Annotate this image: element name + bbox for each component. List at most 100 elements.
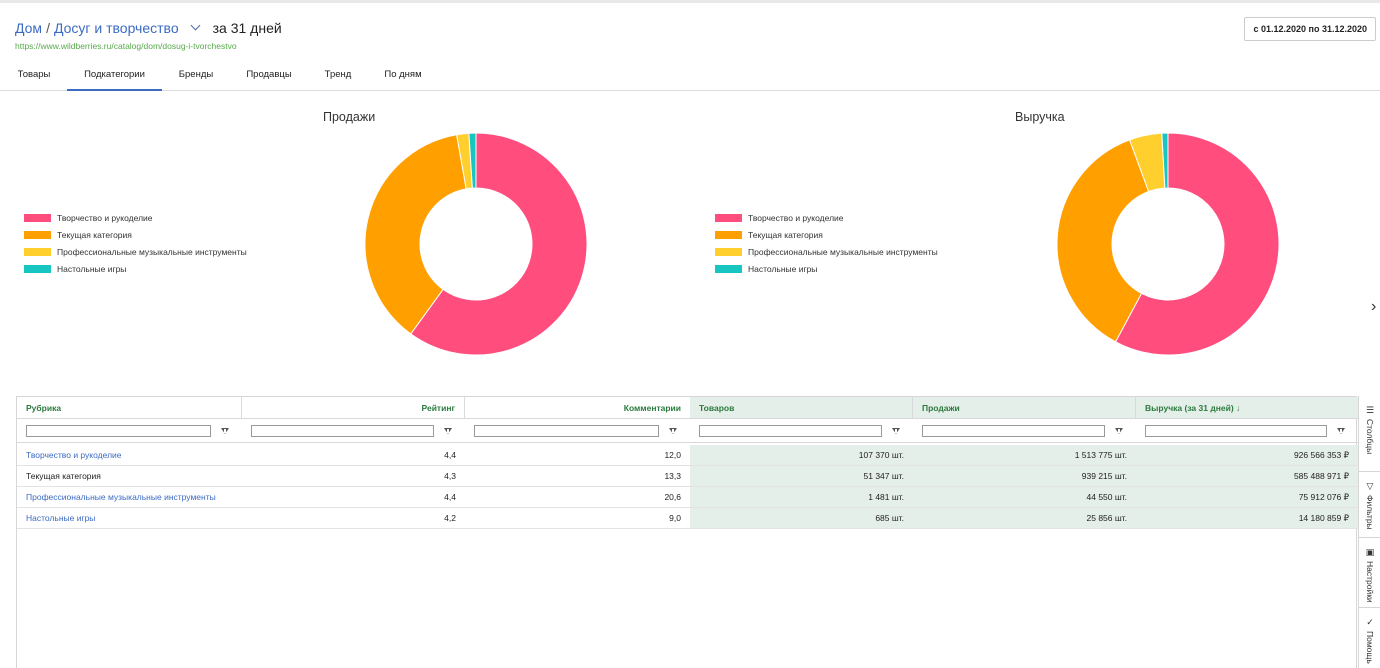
donut-chart-revenue: [1056, 132, 1280, 356]
side-label: Помощь: [1365, 631, 1375, 664]
filter-icon: ▽: [1366, 481, 1374, 491]
revenue-cell: 14 180 859 ₽: [1136, 508, 1358, 528]
pie-slice-1[interactable]: [410, 132, 588, 356]
table-row[interactable]: Текущая категория 4,3 13,3 51 347 шт. 93…: [17, 466, 1358, 487]
legend-swatch: [715, 264, 742, 273]
tab-bar: Товары Подкатегории Бренды Продавцы Трен…: [0, 66, 1380, 91]
tab-goods[interactable]: Товары: [17, 69, 51, 80]
legend-label: Текущая категория: [57, 229, 132, 240]
sales-cell: 25 856 шт.: [913, 508, 1136, 528]
filter-icon[interactable]: [669, 428, 677, 434]
column-header-goods[interactable]: Товаров: [690, 397, 913, 418]
goods-cell: 685 шт.: [690, 508, 913, 528]
legend-item[interactable]: Творчество и рукоделие: [24, 209, 247, 226]
rating-cell: 4,2: [444, 513, 456, 523]
help-icon: ✓: [1366, 617, 1374, 627]
column-header-comments[interactable]: Комментарии: [623, 402, 681, 413]
rubric-text: Текущая категория: [26, 471, 101, 481]
legend-sales: Творчество и рукоделие Текущая категория…: [24, 209, 247, 277]
filter-icon[interactable]: [892, 428, 900, 434]
data-table: Рубрика Рейтинг Комментарии Товаров Прод…: [16, 396, 1358, 668]
tab-brands[interactable]: Бренды: [178, 69, 214, 80]
legend-label: Настольные игры: [748, 263, 818, 274]
goods-cell: 1 481 шт.: [690, 487, 913, 507]
table-row[interactable]: Творчество и рукоделие 4,4 12,0 107 370 …: [17, 445, 1358, 466]
legend-label: Профессиональные музыкальные инструменты: [57, 246, 247, 257]
table-row[interactable]: Профессиональные музыкальные инструменты…: [17, 487, 1358, 508]
side-tool-panel: ☰ Столбцы ▽ Фильтры ▣ Настройки ✓ Помощь: [1358, 396, 1380, 668]
legend-swatch: [715, 247, 742, 256]
column-header-rubric[interactable]: Рубрика: [17, 397, 242, 418]
side-label: Столбцы: [1365, 419, 1375, 455]
pie-slice-2[interactable]: [364, 134, 467, 335]
period-label: за 31 дней: [212, 20, 282, 36]
category-url: https://www.wildberries.ru/catalog/dom/d…: [15, 41, 237, 51]
column-header-sales[interactable]: Продажи: [913, 397, 1136, 418]
legend-item[interactable]: Текущая категория: [24, 226, 247, 243]
chevron-right-icon[interactable]: ›: [1371, 298, 1377, 315]
date-range-button[interactable]: с 01.12.2020 по 31.12.2020: [1244, 17, 1376, 41]
filter-icon[interactable]: [1337, 428, 1345, 434]
goods-cell: 51 347 шт.: [690, 466, 913, 486]
legend-item[interactable]: Текущая категория: [715, 226, 938, 243]
breadcrumb-category[interactable]: Досуг и творчество: [53, 20, 179, 36]
filter-input-sales[interactable]: [922, 425, 1105, 437]
legend-swatch: [24, 247, 51, 256]
filter-input-revenue[interactable]: [1145, 425, 1327, 437]
filter-icon[interactable]: [444, 428, 452, 434]
filter-input-comments[interactable]: [474, 425, 659, 437]
settings-panel-button[interactable]: ▣ Настройки: [1359, 538, 1380, 608]
tab-by-days[interactable]: По дням: [384, 69, 422, 80]
legend-label: Творчество и рукоделие: [748, 212, 844, 223]
legend-label: Творчество и рукоделие: [57, 212, 153, 223]
tab-subcategories[interactable]: Подкатегории: [67, 66, 162, 91]
column-header-rating[interactable]: Рейтинг: [242, 397, 465, 418]
help-panel-button[interactable]: ✓ Помощь: [1359, 608, 1380, 668]
breadcrumb-home[interactable]: Дом: [15, 20, 43, 36]
rubric-link[interactable]: Профессиональные музыкальные инструменты: [26, 492, 216, 502]
filter-row: [17, 420, 1358, 443]
rating-cell: 4,3: [444, 471, 456, 481]
columns-icon: ☰: [1365, 405, 1375, 415]
legend-item[interactable]: Творчество и рукоделие: [715, 209, 938, 226]
table-row[interactable]: Настольные игры 4,2 9,0 685 шт. 25 856 ш…: [17, 508, 1358, 529]
chevron-down-icon[interactable]: [190, 20, 201, 30]
pie-slice-4[interactable]: [1161, 132, 1169, 189]
filters-panel-button[interactable]: ▽ Фильтры: [1359, 472, 1380, 538]
chart-title-revenue: Выручка: [1015, 110, 1065, 124]
revenue-cell: 75 912 076 ₽: [1136, 487, 1358, 507]
rubric-link[interactable]: Творчество и рукоделие: [26, 450, 122, 460]
settings-icon: ▣: [1365, 547, 1375, 557]
filter-input-rating[interactable]: [251, 425, 434, 437]
filter-icon[interactable]: [1115, 428, 1123, 434]
pie-slice-4[interactable]: [468, 132, 477, 189]
column-header-revenue[interactable]: Выручка (за 31 дней) ↓: [1136, 397, 1358, 418]
legend-swatch: [24, 264, 51, 273]
legend-item[interactable]: Профессиональные музыкальные инструменты: [24, 243, 247, 260]
legend-label: Настольные игры: [57, 263, 127, 274]
tab-sellers[interactable]: Продавцы: [246, 69, 292, 80]
filter-icon[interactable]: [221, 428, 229, 434]
page-header: Дом / Досуг и творчество за 31 дней http…: [15, 20, 1375, 60]
donut-chart-sales: [364, 132, 588, 356]
top-border: [0, 0, 1380, 3]
pie-slice-2[interactable]: [1056, 139, 1150, 343]
rating-cell: 4,4: [444, 492, 456, 502]
pie-slice-1[interactable]: [1114, 132, 1280, 356]
legend-swatch: [715, 213, 742, 222]
legend-item[interactable]: Настольные игры: [24, 260, 247, 277]
legend-swatch: [715, 230, 742, 239]
legend-item[interactable]: Настольные игры: [715, 260, 938, 277]
comments-cell: 9,0: [669, 513, 681, 523]
rubric-link[interactable]: Настольные игры: [26, 513, 96, 523]
legend-swatch: [24, 230, 51, 239]
filter-input-rubric[interactable]: [26, 425, 211, 437]
tab-trend[interactable]: Тренд: [324, 69, 352, 80]
revenue-cell: 585 488 971 ₽: [1136, 466, 1358, 486]
legend-item[interactable]: Профессиональные музыкальные инструменты: [715, 243, 938, 260]
columns-panel-button[interactable]: ☰ Столбцы: [1359, 396, 1380, 472]
chart-title-sales: Продажи: [323, 110, 376, 124]
comments-cell: 20,6: [664, 492, 681, 502]
filter-input-goods[interactable]: [699, 425, 882, 437]
sales-cell: 1 513 775 шт.: [913, 445, 1136, 465]
